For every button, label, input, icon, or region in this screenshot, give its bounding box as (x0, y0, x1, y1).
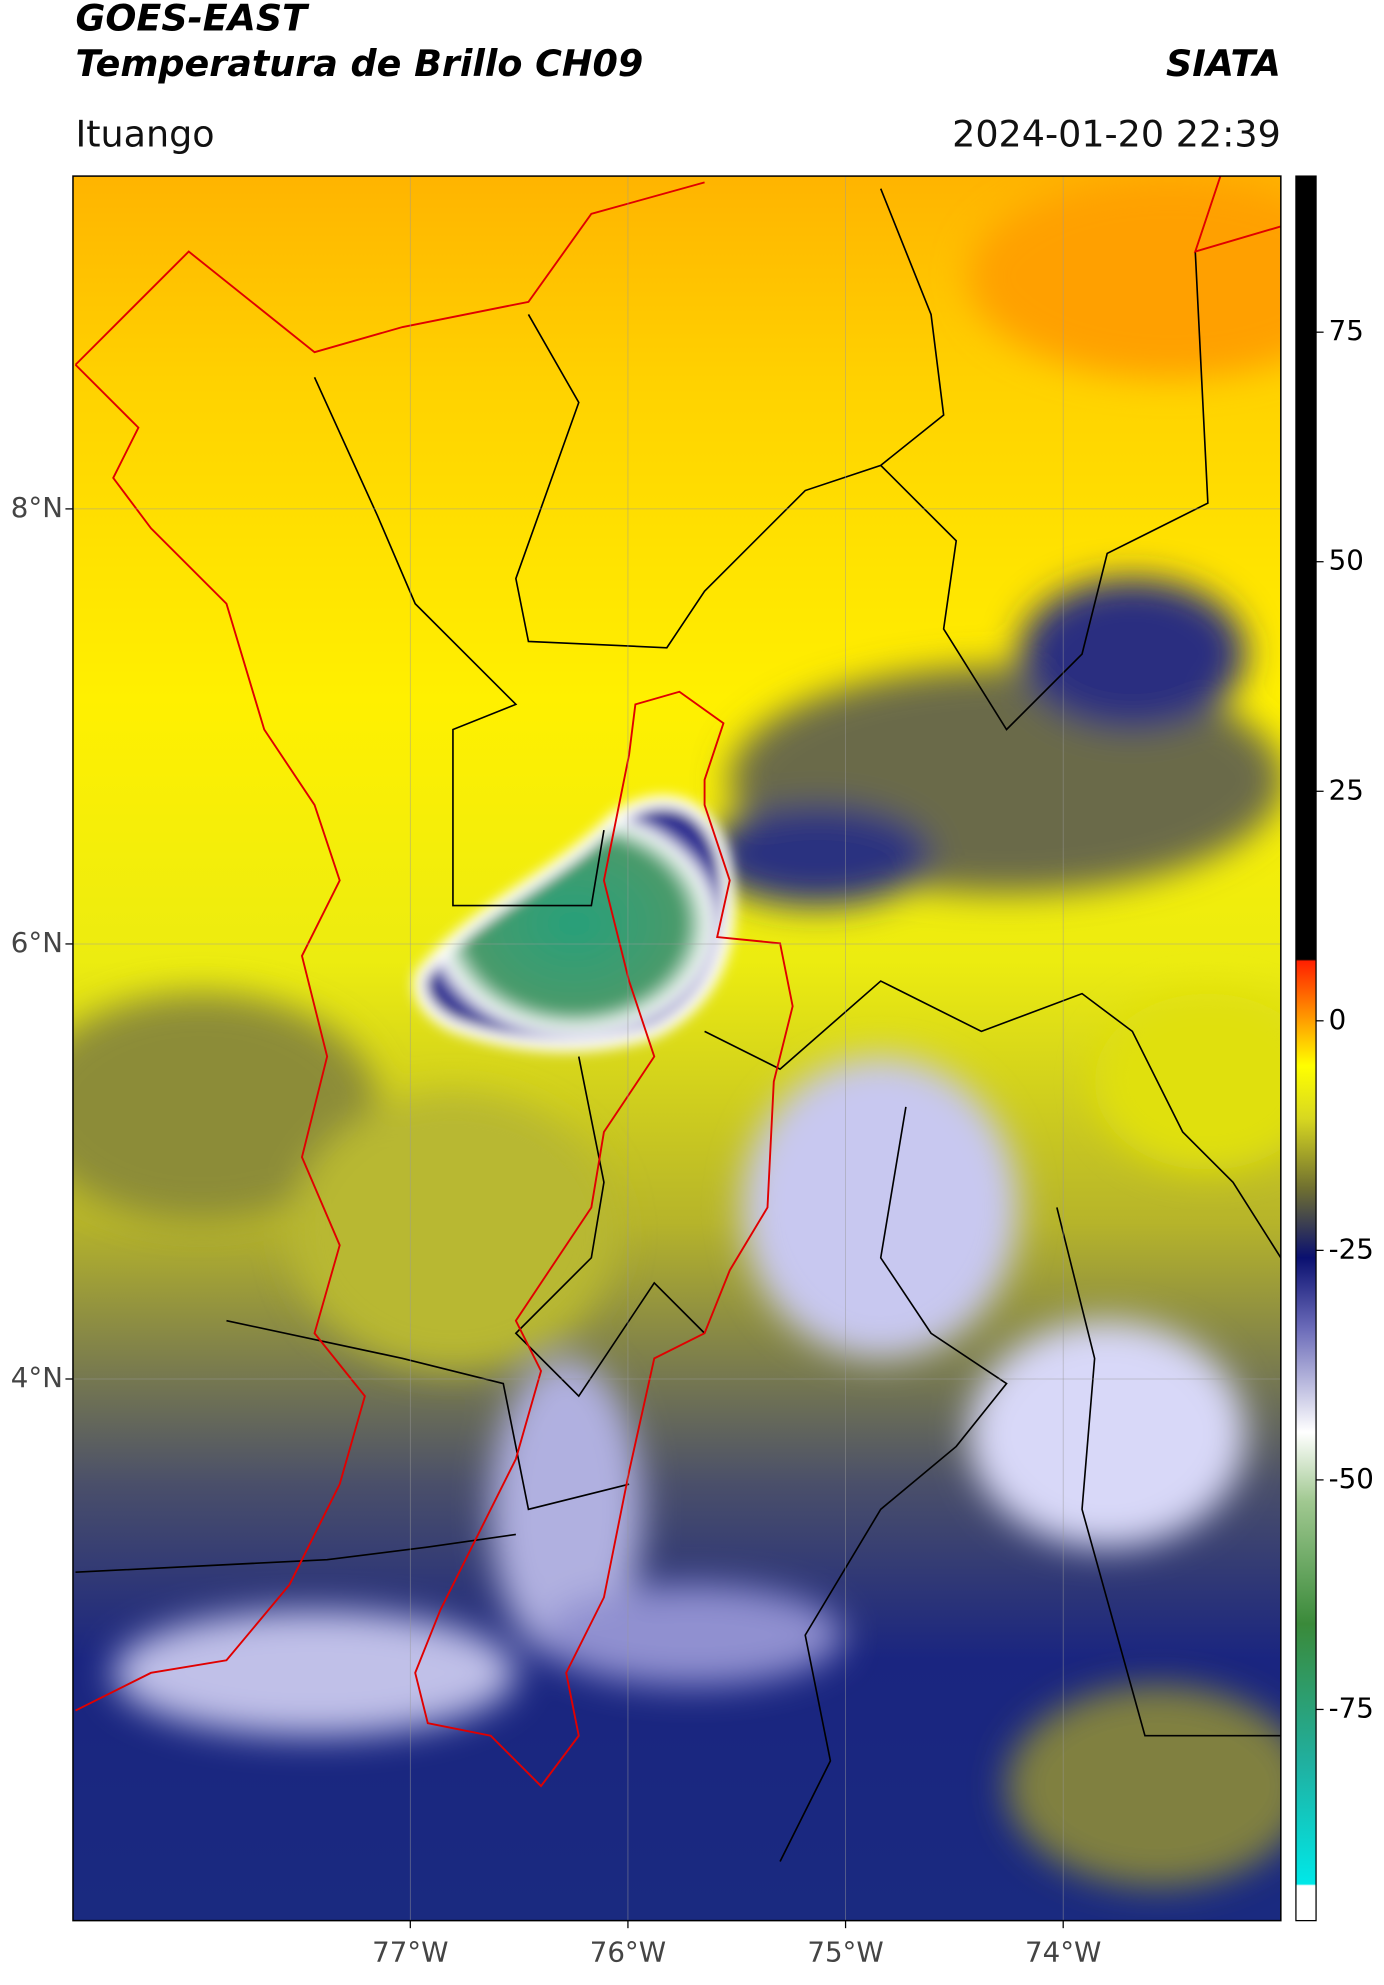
map-frame (72, 175, 1282, 1922)
lon-tick-label: 75°W (807, 1935, 883, 1968)
colorbar-tick-label: 0 (1329, 1003, 1347, 1036)
graticule (72, 176, 1281, 1921)
map-field (72, 176, 1281, 1921)
colorbar-tick-label: 50 (1329, 544, 1364, 577)
lat-tick-label: 4°N (11, 1361, 63, 1394)
lon-tick-label: 77°W (372, 1935, 448, 1968)
colorbar (1295, 175, 1317, 1922)
subtitle: Temperatura de Brillo CH09 (75, 42, 643, 85)
source: SIATA (1166, 42, 1281, 85)
colorbar-tick-label: -25 (1329, 1232, 1374, 1265)
lon-tick-label: 74°W (1025, 1935, 1101, 1968)
colorbar-tick-label: -50 (1329, 1462, 1374, 1495)
lon-tick-label: 76°W (590, 1935, 666, 1968)
colorbar-tick-label: 75 (1329, 314, 1364, 347)
colorbar-tick-label: 25 (1329, 773, 1364, 806)
location: Ituango (75, 112, 214, 155)
title: GOES-EAST (75, 0, 310, 40)
colorbar-tick-label: -75 (1329, 1691, 1374, 1724)
lat-tick-label: 8°N (11, 491, 63, 524)
datetime: 2024-01-20 22:39 (952, 112, 1281, 155)
lat-tick-label: 6°N (11, 926, 63, 959)
